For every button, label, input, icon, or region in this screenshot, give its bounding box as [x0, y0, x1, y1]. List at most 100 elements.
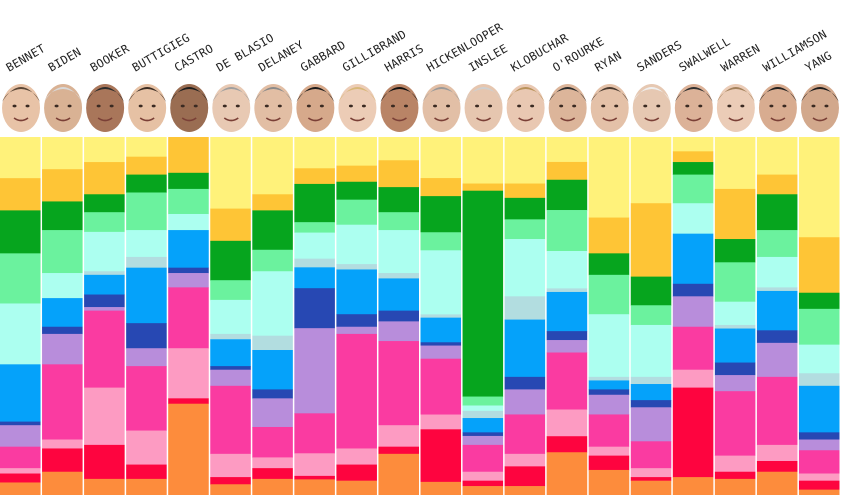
eye-shape	[643, 104, 648, 108]
bar-segment	[252, 389, 293, 399]
bar-segment	[462, 444, 504, 473]
bar-segment	[42, 326, 83, 335]
bar-segment	[84, 231, 125, 272]
mouth-shape	[392, 117, 407, 122]
bar-column-9	[336, 137, 377, 495]
bar-segment	[0, 210, 41, 254]
bar-segment	[126, 256, 167, 269]
bar-segment	[252, 249, 293, 272]
bar-segment	[798, 344, 840, 374]
bar-segment	[168, 188, 209, 215]
bar-segment	[42, 201, 83, 231]
eye-shape	[54, 104, 59, 108]
candidate-portrait	[674, 84, 713, 132]
hair-shape	[44, 87, 83, 102]
bar-segment	[42, 230, 83, 274]
bar-segment	[378, 453, 419, 495]
bar-column-14	[546, 137, 588, 495]
bar-column-13	[504, 137, 546, 495]
bar-segment	[588, 137, 630, 218]
bar-segment	[126, 430, 167, 465]
eye-shape	[361, 104, 366, 108]
bar-segment	[756, 287, 798, 292]
bar-segment	[714, 301, 756, 326]
bar-segment	[336, 264, 377, 270]
bar-segment	[504, 183, 546, 199]
bar-column-1	[0, 137, 41, 495]
candidate-portrait	[296, 84, 335, 132]
mouth-shape	[686, 117, 702, 122]
bar-segment	[42, 333, 83, 365]
bar-segment	[336, 448, 377, 465]
bar-segment	[588, 314, 630, 378]
mouth-shape	[181, 117, 197, 122]
bar-segment	[546, 210, 588, 252]
eye-shape	[138, 104, 143, 108]
hair-shape	[464, 87, 503, 102]
bar-segment	[462, 486, 504, 495]
bar-segment	[126, 192, 167, 231]
bar-segment	[168, 348, 209, 399]
bar-segment	[420, 342, 462, 346]
bar-segment	[588, 414, 630, 448]
bar-segment	[546, 409, 588, 437]
bar-segment	[252, 210, 293, 251]
bar-column-3	[84, 137, 125, 495]
bar-segment	[84, 310, 125, 388]
bar-segment	[714, 137, 756, 190]
bar-segment	[420, 345, 462, 360]
hair-shape	[380, 87, 419, 102]
bar-segment	[462, 435, 504, 446]
bar-segment	[462, 432, 504, 437]
bar-segment	[546, 137, 588, 163]
bar-segment	[294, 288, 335, 329]
bar-segment	[672, 174, 714, 204]
bar-segment	[714, 239, 756, 263]
eye-shape	[151, 104, 156, 108]
bar-segment	[42, 439, 83, 449]
bar-segment	[546, 340, 588, 353]
bar-column-16	[630, 137, 672, 495]
bar-segment	[504, 466, 546, 487]
bar-segment	[630, 203, 672, 278]
bar-segment	[210, 453, 251, 478]
bar-segment	[798, 137, 840, 238]
mouth-shape	[476, 117, 492, 122]
bar-segment	[588, 394, 630, 415]
hair-shape	[632, 87, 671, 102]
candidate-portrait	[338, 84, 377, 132]
bar-segment	[126, 464, 167, 480]
face-shape	[128, 84, 167, 132]
bar-segment	[294, 232, 335, 260]
bar-segment	[0, 303, 41, 365]
eye-shape	[614, 104, 619, 108]
eye-shape	[348, 104, 353, 108]
bar-segment	[714, 362, 756, 376]
bar-segment	[42, 137, 83, 170]
eye-shape	[824, 104, 829, 108]
bar-segment	[126, 137, 167, 158]
eye-shape	[656, 104, 661, 108]
bar-segment	[672, 203, 714, 235]
candidate-label: BOOKER	[88, 41, 132, 74]
bar-segment	[420, 358, 462, 415]
bar-segment	[252, 478, 293, 495]
bar-segment	[798, 308, 840, 346]
hair-shape	[716, 87, 755, 102]
bar-segment	[126, 348, 167, 367]
bar-segment	[672, 233, 714, 285]
hair-shape	[2, 87, 41, 102]
bar-segment	[672, 369, 714, 388]
bar-segment	[462, 396, 504, 406]
bar-segment	[756, 444, 798, 462]
face-shape	[464, 84, 503, 132]
bar-segment	[210, 333, 251, 340]
bar-segment	[294, 413, 335, 454]
bar-segment	[210, 280, 251, 301]
mouth-shape	[602, 117, 618, 122]
face-shape	[380, 84, 419, 132]
bar-segment	[714, 375, 756, 392]
bar-segment	[336, 224, 377, 265]
candidate-label: BENNET	[4, 41, 48, 74]
bar-segment	[588, 469, 630, 495]
